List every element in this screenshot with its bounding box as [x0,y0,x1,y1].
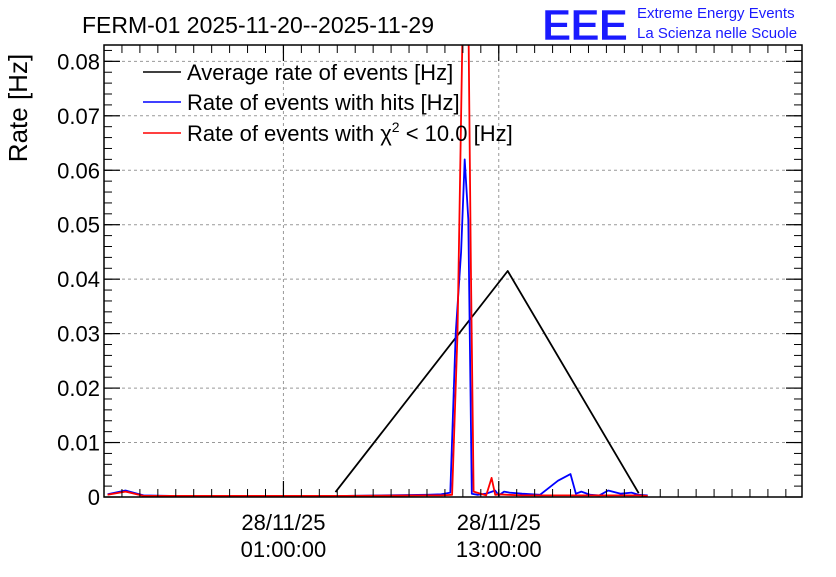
plot-frame [103,44,803,498]
y-axis-label: Rate [Hz] [3,54,33,162]
legend-chi2-sup: 2 [392,119,400,135]
legend-label-average: Average rate of events [Hz] [187,60,453,85]
y-tick-label: 0.04 [57,267,100,292]
legend-label-hits: Rate of events with hits [Hz] [187,90,460,115]
x-tick-label-date: 28/11/25 [457,510,541,535]
series-average-rate [334,270,640,494]
chart-title: FERM-01 2025-11-20--2025-11-29 [82,12,434,38]
y-tick-label: 0.07 [57,104,100,129]
series-rate-chi2 [107,45,648,497]
legend: Average rate of events [Hz] Rate of even… [143,60,513,146]
legend-chi2-pre: Rate of events with [187,121,380,146]
y-tick-label: 0.05 [57,213,100,238]
y-tick-label: 0.08 [57,49,100,74]
series-rate-hits [107,158,648,497]
ticks [103,45,802,498]
logo-line-1: Extreme Energy Events [637,5,795,22]
y-tick-label: 0 [88,485,100,510]
logo-line-2: La Scienza nelle Scuole [637,25,797,42]
legend-label-chi2: Rate of events with χ2 < 10.0 [Hz] [187,119,513,146]
y-tick-label: 0.06 [57,158,100,183]
legend-chi2-post: < 10.0 [Hz] [400,121,513,146]
y-tick-labels: 0 0.01 0.02 0.03 0.04 0.05 0.06 0.07 0.08 [57,49,100,510]
legend-chi2-symbol: χ [380,121,392,146]
series-layer [107,45,648,497]
y-tick-label: 0.03 [57,322,100,347]
eee-logo: EEE Extreme Energy Events La Scienza nel… [542,1,797,51]
x-tick-label-time: 13:00:00 [456,537,542,562]
x-tick-label-time: 01:00:00 [241,537,327,562]
eee-logo-text: EEE [542,1,627,50]
y-tick-label: 0.02 [57,376,100,401]
x-tick-label-date: 28/11/25 [241,510,325,535]
y-tick-label: 0.01 [57,431,100,456]
